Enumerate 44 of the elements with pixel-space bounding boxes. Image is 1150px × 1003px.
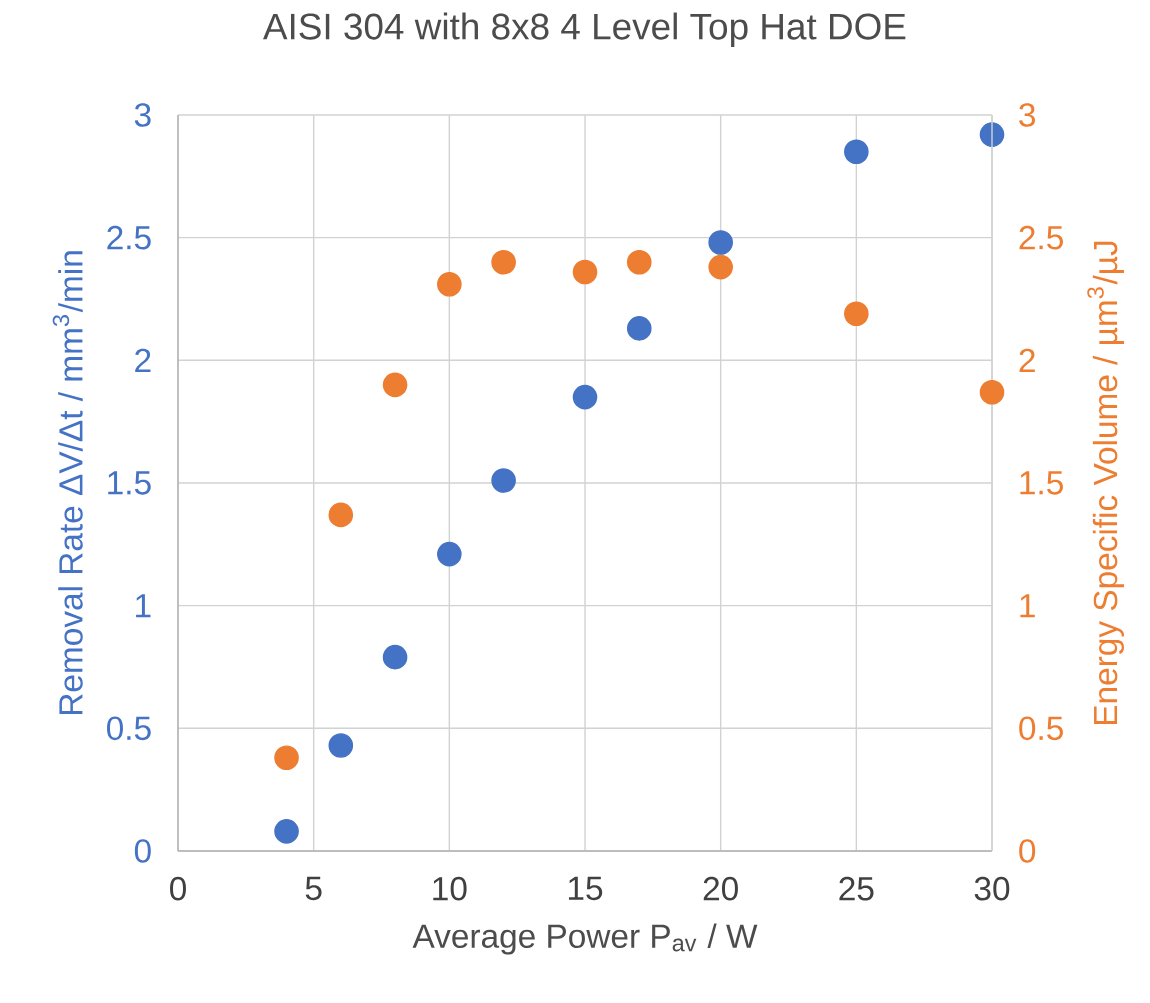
y2-tick-label: 1	[1020, 594, 1035, 618]
point	[437, 541, 462, 567]
point	[274, 745, 299, 771]
point	[491, 249, 516, 275]
x-tick-label: 30	[974, 876, 1010, 901]
point	[328, 733, 354, 758]
y-tick-label: 1	[136, 594, 151, 618]
point	[708, 230, 733, 255]
chart-title: AISI 304 with 8x8 4 Level Top Hat DOE	[263, 12, 906, 47]
y2-tick-label: 1.5	[1020, 471, 1063, 495]
x-tick-label: 25	[839, 876, 874, 901]
point	[626, 316, 652, 341]
point	[572, 384, 598, 410]
point	[437, 271, 462, 297]
point	[626, 249, 652, 275]
point	[844, 301, 869, 327]
y-tick-label: 1.5	[108, 471, 151, 495]
x-tick-label: 0	[170, 876, 186, 901]
y2-tick-label: 0.5	[1019, 716, 1063, 741]
point	[382, 372, 408, 398]
y-tick-label: 2.5	[107, 225, 151, 250]
point	[328, 502, 354, 528]
y2-tick-label: 2	[1019, 348, 1035, 372]
x-tick-label: 15	[568, 876, 603, 901]
x-axis-title: Average Power P$_{av}$ / W	[412, 923, 758, 955]
y2-tick-label: 2.5	[1019, 225, 1063, 250]
y2-axis-title: Energy Specific Volume / µm$^{3}$/µJ	[1087, 241, 1124, 724]
point	[274, 819, 299, 844]
y2-tick-label: 3	[1019, 103, 1035, 127]
y-tick-label: 3	[134, 103, 151, 127]
y-axis-title: Removal Rate ΔV/Δt / mm$^{3}$/min	[52, 251, 83, 714]
y-tick-label: 2	[135, 348, 151, 372]
x-tick-label: 5	[305, 876, 322, 901]
x-tick-label: 10	[433, 876, 467, 901]
point	[491, 468, 516, 493]
point	[708, 254, 733, 280]
point	[572, 259, 598, 285]
y-tick-label: 0	[134, 839, 151, 863]
point	[382, 644, 408, 670]
point	[844, 139, 869, 165]
x-tick-label: 20	[703, 876, 738, 901]
y-tick-label: 0.5	[107, 716, 151, 741]
y2-tick-label: 0	[1019, 839, 1036, 863]
point	[979, 379, 1005, 405]
